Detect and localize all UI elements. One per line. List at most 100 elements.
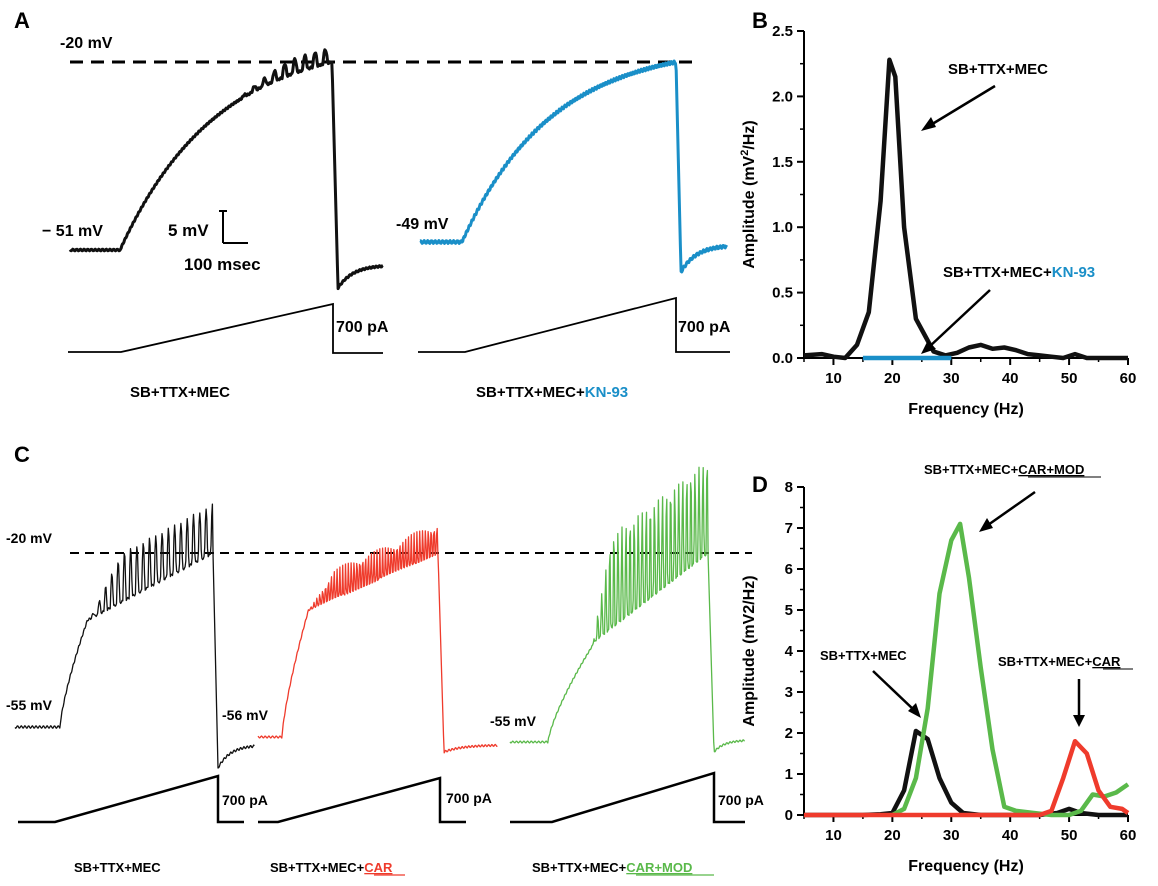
panel-d: D 0 1 2 3 4 5 6 7 8 10 20 30 40 50 60 Frequency (Hz) Amp… (741, 462, 1136, 875)
y-tick-label: 2.0 (772, 88, 793, 105)
panel-c-ramp-3 (510, 771, 745, 824)
y-axis-title: Amplitude (mV2/Hz) (741, 575, 758, 726)
scale-bar-time: 100 msec (184, 255, 261, 274)
scale-bar-voltage: 5 mV (168, 221, 209, 240)
y-tick-label: 6 (785, 561, 793, 578)
panel-c-condition-2-drug: CAR (364, 860, 393, 875)
panel-c-condition-3: SB+TTX+MEC+CAR+MOD (532, 860, 692, 875)
panel-c-condition-2-prefix: SB+TTX+MEC+ (270, 860, 365, 875)
panel-a-trace-control (68, 48, 384, 291)
chart-b-annotation-control: SB+TTX+MEC (948, 61, 1048, 78)
panel-b: B 0.0 0.5 1.0 1.5 2.0 2.5 10 20 30 40 50 60 Frequenc… (739, 8, 1136, 418)
y-tick-label: 1 (785, 766, 793, 783)
panel-c-ramp-3-label: 700 pA (718, 792, 764, 808)
panel-c-ramp-2 (258, 776, 466, 824)
x-tick-label: 10 (825, 827, 842, 844)
chart-d-arrow-black-line (872, 670, 915, 711)
panel-a-condition-2-prefix: SB+TTX+MEC+ (476, 384, 585, 401)
panel-c-trace-car (257, 527, 498, 754)
scale-bar-lines (219, 210, 248, 244)
panel-a-ramp-2-label: 700 pA (678, 319, 731, 336)
panel-a-label: A (14, 8, 30, 33)
chart-d: 0 1 2 3 4 5 6 7 8 10 20 30 40 50 60 Frequency (Hz) Ampli… (741, 479, 1136, 875)
chart-b-arrow-2-head (921, 340, 936, 354)
x-tick-label: 30 (943, 370, 960, 387)
panel-c-rest-1: -55 mV (6, 697, 53, 713)
x-tick-label: 60 (1120, 827, 1137, 844)
x-tick-label: 60 (1120, 370, 1137, 387)
panel-c-threshold-label: -20 mV (6, 530, 53, 546)
y-tick-label: 8 (785, 479, 793, 496)
panel-a-trace-kn93 (419, 59, 728, 274)
panel-a-rest-2: -49 mV (396, 216, 449, 233)
panel-a-ramp-2 (418, 296, 730, 353)
series-line-sb-ttx-mec (803, 57, 1128, 361)
panel-a-condition-1: SB+TTX+MEC (130, 384, 230, 401)
chart-d-arrow-black-head (908, 703, 921, 718)
panel-a-rest-1: − 51 mV (42, 223, 103, 240)
panel-c-ramp-2-label: 700 pA (446, 790, 492, 806)
chart-b-annotation-kn93-drug: KN-93 (1052, 264, 1095, 281)
y-tick-label: 0.0 (772, 350, 793, 367)
chart-b-arrow-1-head (921, 117, 936, 131)
chart-b-arrow-1-line (928, 84, 996, 128)
panel-c-trace-control (14, 503, 255, 769)
chart-d-annotation-car-mod-prefix: SB+TTX+MEC+ (924, 462, 1019, 477)
chart-b-annotation-kn93-prefix: SB+TTX+MEC+ (943, 264, 1052, 281)
panel-c-label: C (14, 442, 30, 467)
x-tick-label: 20 (884, 827, 901, 844)
y-tick-label: 0 (785, 807, 793, 824)
y-tick-label: 1.0 (772, 219, 793, 236)
x-axis-title: Frequency (Hz) (908, 401, 1024, 418)
panel-d-label: D (752, 472, 768, 497)
y-axis-title-end: /Hz) (741, 120, 758, 149)
x-tick-label: 40 (1002, 827, 1019, 844)
y-axis-title: Amplitude (mV2/Hz) (739, 120, 758, 268)
panel-a: A -20 mV − 51 mV -49 mV 5 mV 100 msec 70… (14, 8, 731, 401)
panel-a-ramp-1 (68, 302, 383, 354)
y-tick-label: 4 (785, 643, 794, 660)
panel-c-ramp-1 (18, 774, 244, 824)
panel-a-scale-bar: 5 mV 100 msec (168, 210, 261, 274)
panel-a-ramp-1-label: 700 pA (336, 319, 389, 336)
panel-b-label: B (752, 8, 768, 33)
chart-b-annotation-kn93: SB+TTX+MEC+KN-93 (943, 264, 1095, 281)
chart-d-arrow-green-head (979, 518, 993, 532)
y-axis-title-main: Amplitude (mV (741, 155, 758, 268)
y-tick-label: 1.5 (772, 154, 793, 171)
chart-d-arrow-red-head (1073, 715, 1085, 727)
panel-c-condition-1: SB+TTX+MEC (74, 860, 161, 875)
panel-a-condition-2: SB+TTX+MEC+KN-93 (476, 384, 628, 401)
y-tick-label: 3 (785, 684, 793, 701)
chart-d-annotation-car-mod-drug: CAR+MOD (1018, 462, 1084, 477)
chart-d-annotation-control: SB+TTX+MEC (820, 648, 907, 663)
panel-a-condition-2-drug: KN-93 (585, 384, 628, 401)
x-tick-label: 50 (1061, 827, 1078, 844)
x-tick-label: 20 (884, 370, 901, 387)
panel-c-ramp-1-label: 700 pA (222, 792, 268, 808)
y-axis-title-sup: 2 (739, 150, 751, 156)
x-axis-title: Frequency (Hz) (908, 858, 1024, 875)
chart-b-arrow-2-line (928, 289, 991, 348)
panel-c-rest-3: -55 mV (490, 713, 537, 729)
panel-c-trace-car-mod (509, 466, 746, 753)
chart-d-annotation-car-drug: CAR (1092, 654, 1121, 669)
panel-c-rest-2: -56 mV (222, 707, 269, 723)
panel-c-condition-3-drug: CAR+MOD (626, 860, 692, 875)
x-tick-label: 40 (1002, 370, 1019, 387)
series-line-sb-ttx-mec-car (804, 738, 1130, 818)
y-tick-label: 2.5 (772, 23, 793, 40)
series-line-sb-ttx-mec-car-mod (891, 521, 1130, 818)
x-tick-label: 30 (943, 827, 960, 844)
x-tick-label: 10 (825, 370, 842, 387)
chart-d-arrow-green-line (987, 490, 1036, 527)
y-tick-label: 2 (785, 725, 793, 742)
chart-d-annotation-car-mod: SB+TTX+MEC+CAR+MOD (924, 462, 1084, 477)
panel-c-condition-2: SB+TTX+MEC+CAR (270, 860, 393, 875)
panel-a-threshold-label: -20 mV (60, 35, 113, 52)
y-tick-label: 5 (785, 602, 793, 619)
chart-b: 0.0 0.5 1.0 1.5 2.0 2.5 10 20 30 40 50 60 Frequency … (739, 23, 1136, 418)
chart-d-annotation-car-prefix: SB+TTX+MEC+ (998, 654, 1093, 669)
